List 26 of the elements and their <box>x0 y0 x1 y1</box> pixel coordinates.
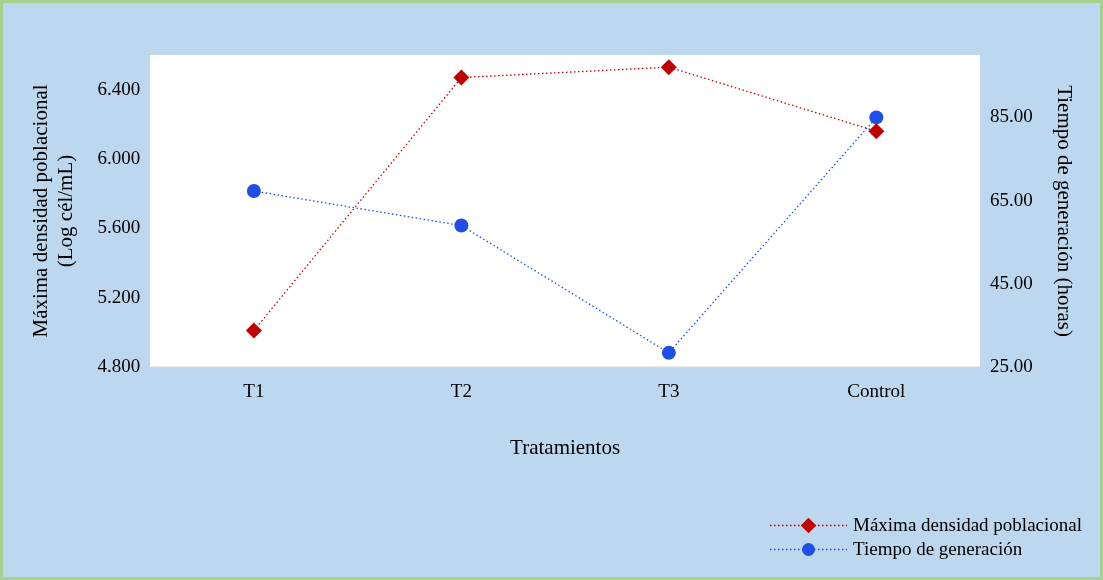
point <box>868 123 885 140</box>
x-tick-label: Control <box>847 380 906 402</box>
x-tick-label: T2 <box>450 380 472 402</box>
legend-label: Máxima densidad poblacional <box>853 514 1082 536</box>
point <box>454 218 469 233</box>
y-tick-label: 6.400 <box>97 77 141 99</box>
point <box>246 184 261 199</box>
point <box>661 345 676 360</box>
x-tick-label: T1 <box>243 380 265 402</box>
y-tick-label: 6.000 <box>97 146 141 168</box>
y-tick-label: 4.800 <box>97 354 141 376</box>
point <box>869 110 884 125</box>
y-axis-title: Máxima densidad poblacional (Log cél/mL) <box>28 84 78 338</box>
point <box>245 322 262 339</box>
point <box>660 59 677 76</box>
legend-label: Tiempo de generación <box>853 538 1023 560</box>
y-tick-label: 5.200 <box>97 285 141 307</box>
point <box>453 69 470 86</box>
y2-tick-label: 65.00 <box>990 188 1033 210</box>
y2-tick-label: 25.00 <box>990 354 1033 376</box>
y2-tick-label: 85.00 <box>990 105 1033 127</box>
y2-tick-label: 45.00 <box>990 271 1033 293</box>
y-tick-label: 5.600 <box>97 216 141 238</box>
x-tick-label: T3 <box>658 380 680 402</box>
y2-axis-title: Tiempo de generación (horas) <box>1052 85 1077 337</box>
x-axis-title: Tratamientos <box>510 434 621 459</box>
